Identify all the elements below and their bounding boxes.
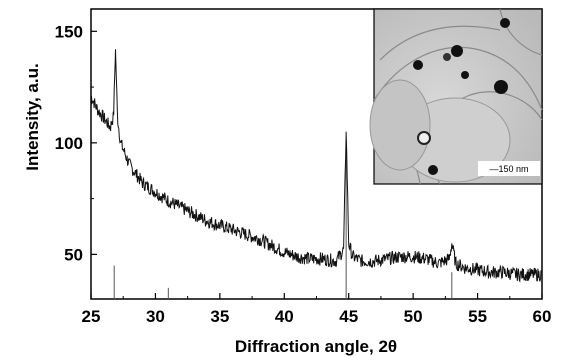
y-axis: 50 100 150 <box>55 22 97 264</box>
nanoparticle <box>443 53 451 61</box>
x-tick-label: 35 <box>210 307 229 326</box>
nanoparticle <box>494 80 508 94</box>
x-tick-label: 50 <box>404 307 423 326</box>
nanoparticle <box>500 18 510 28</box>
tem-inset: —150 nm <box>369 8 543 185</box>
y-axis-title: Intensity, a.u. <box>23 63 42 170</box>
reference-lines <box>113 142 453 299</box>
x-tick-label: 45 <box>339 307 358 326</box>
series-line <box>91 49 542 283</box>
scale-bar-box <box>478 161 540 176</box>
nanoparticle <box>413 60 423 70</box>
nanoparticle <box>417 131 431 145</box>
nanoparticle <box>461 71 469 79</box>
x-tick-label: 40 <box>275 307 294 326</box>
scale-bar-label: —150 nm <box>489 164 528 174</box>
x-axis: 25 30 35 40 45 50 55 60 <box>82 293 552 326</box>
y-tick-label: 50 <box>64 245 83 264</box>
x-tick-label: 25 <box>82 307 101 326</box>
y-tick-label: 100 <box>55 134 83 153</box>
x-tick-label: 30 <box>146 307 165 326</box>
x-tick-label: 55 <box>468 307 487 326</box>
y-tick-label: 150 <box>55 22 83 41</box>
x-tick-label: 60 <box>533 307 552 326</box>
nanoparticle <box>451 45 463 57</box>
x-axis-title: Diffraction angle, 2θ <box>235 337 397 356</box>
nanoparticle <box>428 165 438 175</box>
